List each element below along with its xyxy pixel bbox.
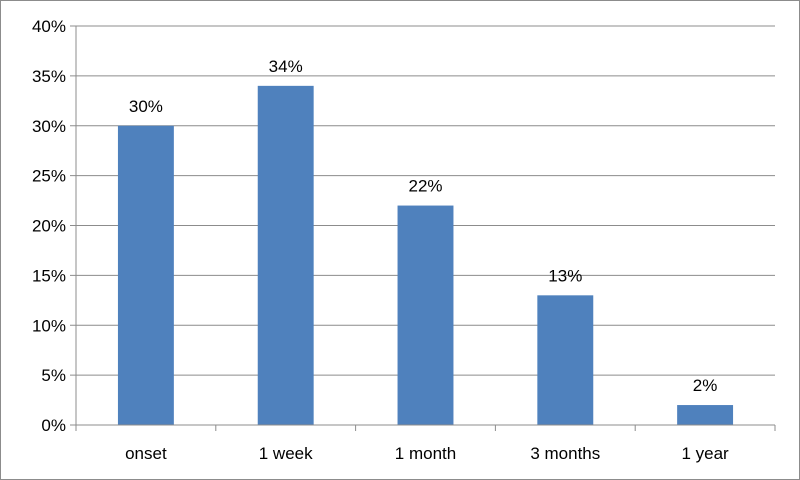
data-label: 2% [693,376,718,395]
data-label: 22% [408,177,442,196]
y-tick-label: 0% [41,416,66,435]
x-category-label: 1 week [259,444,313,463]
y-tick-label: 40% [32,17,66,36]
y-tick-label: 10% [32,316,66,335]
data-label: 13% [548,266,582,285]
x-category-label: onset [125,444,167,463]
bar-1-year [677,405,734,425]
labels: 0% 5% 10% 15% 20% 25% 30% 35% 40% 30% onset 34% 1 we… [32,17,729,463]
bar-1-week [257,85,314,425]
x-category-label: 1 month [395,444,456,463]
bars [117,85,734,425]
x-category-label: 3 months [530,444,600,463]
axes [70,25,776,431]
y-tick-label: 15% [32,266,66,285]
y-tick-label: 35% [32,67,66,86]
bar-3-months [537,295,594,425]
bar-1-month [397,205,454,425]
y-tick-label: 30% [32,117,66,136]
data-label: 30% [129,97,163,116]
bar-onset [117,125,174,425]
x-category-label: 1 year [681,444,729,463]
data-label: 34% [269,57,303,76]
y-tick-label: 20% [32,217,66,236]
y-tick-label: 5% [41,366,66,385]
y-tick-label: 25% [32,167,66,186]
